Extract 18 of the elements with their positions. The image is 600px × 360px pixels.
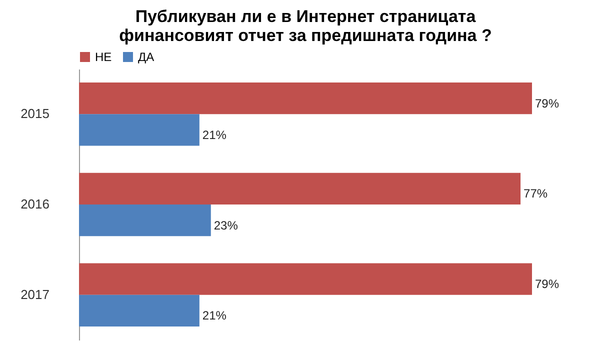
y-tick-label: 2017 [20, 286, 50, 302]
legend-label: ДА [138, 50, 154, 64]
chart-title: Публикуван ли е в Интернет страницата финансовият отчет за предишната година ? [119, 7, 492, 45]
data-label: 21% [202, 128, 227, 142]
bar [79, 204, 211, 236]
data-label: 77% [524, 186, 548, 201]
bar [79, 172, 521, 204]
bar [79, 263, 532, 295]
bar [79, 82, 532, 114]
bar [79, 114, 200, 146]
bar [79, 294, 200, 326]
y-tick-label: 2015 [20, 106, 50, 122]
data-label: 79% [535, 277, 560, 292]
data-label: 23% [214, 218, 238, 232]
data-label: 79% [535, 96, 560, 110]
y-tick-label: 2016 [20, 196, 50, 212]
legend-label: НЕ [95, 50, 112, 64]
data-label: 21% [202, 308, 227, 323]
